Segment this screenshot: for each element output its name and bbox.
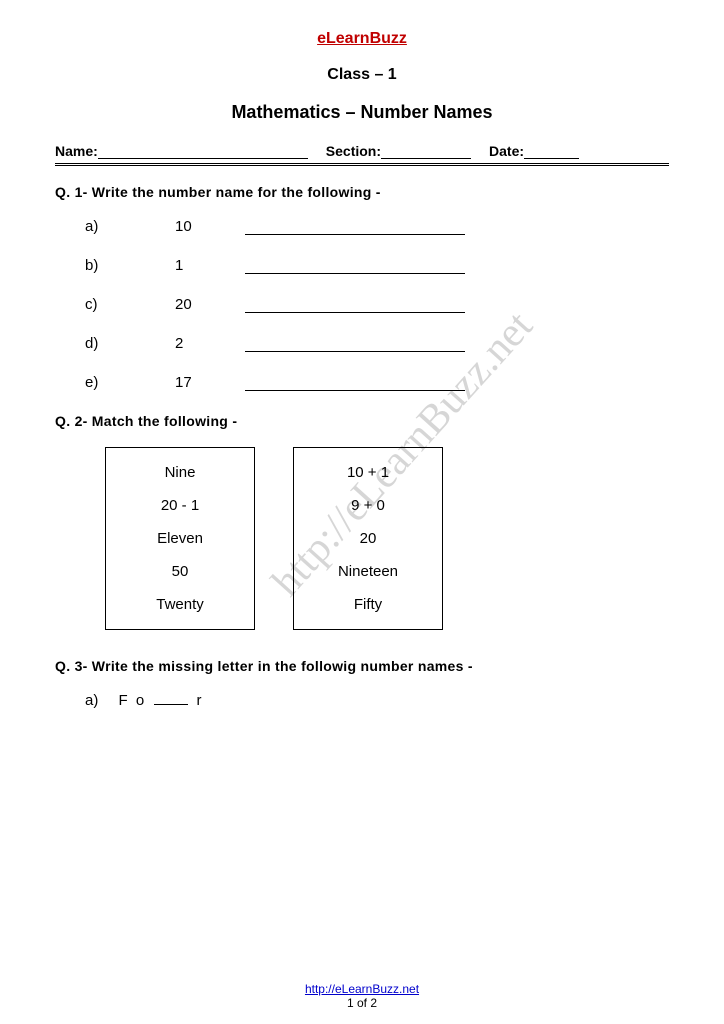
q1-letter: b) (85, 257, 175, 274)
worksheet-page: eLearnBuzz Class – 1 Mathematics – Numbe… (0, 0, 724, 719)
section-label: Section: (326, 143, 381, 159)
q3-heading: Q. 3- Write the missing letter in the fo… (55, 658, 669, 674)
student-info-row: Name: Section: Date: (55, 143, 669, 159)
q1-row: c) 20 (85, 296, 669, 313)
match-item: Nineteen (294, 555, 442, 588)
header-rule (55, 163, 669, 166)
q1-heading: Q. 1- Write the number name for the foll… (55, 184, 669, 200)
q2-right-box: 10 + 1 9 + 0 20 Nineteen Fifty (293, 447, 443, 630)
q1-number: 2 (175, 335, 245, 352)
q1-row: a) 10 (85, 218, 669, 235)
subject-line: Mathematics – Number Names (55, 102, 669, 123)
q2-heading: Q. 2- Match the following - (55, 413, 669, 429)
q1-number: 20 (175, 296, 245, 313)
site-title: eLearnBuzz (55, 30, 669, 48)
q1-answer-blank (245, 219, 465, 235)
match-item: 10 + 1 (294, 456, 442, 489)
section-blank (381, 145, 471, 159)
q1-letter: e) (85, 374, 175, 391)
q1-answer-blank (245, 297, 465, 313)
q1-letter: a) (85, 218, 175, 235)
q1-answer-blank (245, 258, 465, 274)
match-item: 50 (106, 555, 254, 588)
q3-letter: a) (85, 692, 98, 709)
q1-number: 1 (175, 257, 245, 274)
q1-row: e) 17 (85, 374, 669, 391)
q3-row: a) F o r (85, 692, 669, 709)
name-label: Name: (55, 143, 98, 159)
q1-rows: a) 10 b) 1 c) 20 d) 2 e) 17 (85, 218, 669, 391)
q1-letter: c) (85, 296, 175, 313)
date-blank (524, 145, 579, 159)
q1-number: 10 (175, 218, 245, 235)
q3-before: F o (119, 692, 147, 709)
q1-row: b) 1 (85, 257, 669, 274)
match-item: 20 - 1 (106, 489, 254, 522)
match-item: Fifty (294, 588, 442, 621)
match-item: Eleven (106, 522, 254, 555)
match-item: 9 + 0 (294, 489, 442, 522)
q3-after: r (197, 692, 204, 709)
name-blank (98, 145, 308, 159)
q1-number: 17 (175, 374, 245, 391)
match-item: 20 (294, 522, 442, 555)
q1-row: d) 2 (85, 335, 669, 352)
q3-missing-blank (154, 693, 188, 705)
q1-letter: d) (85, 335, 175, 352)
q2-left-box: Nine 20 - 1 Eleven 50 Twenty (105, 447, 255, 630)
page-number: 1 of 2 (347, 996, 377, 1010)
q2-match-wrap: Nine 20 - 1 Eleven 50 Twenty 10 + 1 9 + … (105, 447, 669, 630)
match-item: Nine (106, 456, 254, 489)
q1-answer-blank (245, 375, 465, 391)
class-line: Class – 1 (55, 66, 669, 84)
footer-link[interactable]: http://eLearnBuzz.net (305, 982, 419, 996)
q1-answer-blank (245, 336, 465, 352)
page-footer: http://eLearnBuzz.net 1 of 2 (0, 982, 724, 1010)
date-label: Date: (489, 143, 524, 159)
match-item: Twenty (106, 588, 254, 621)
